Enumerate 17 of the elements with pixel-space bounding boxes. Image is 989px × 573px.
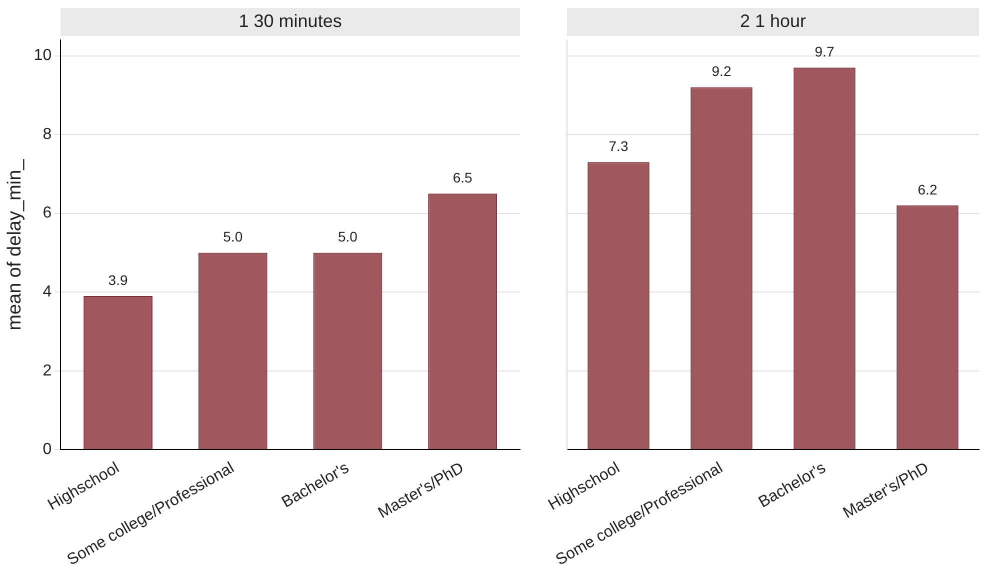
data-label: 9.2 [712, 63, 732, 80]
y-tick-label: 0 [42, 441, 52, 458]
data-label: 5.0 [338, 228, 358, 245]
chart-title: 1 30 minutes [238, 10, 342, 31]
chart-title: 2 1 hour [740, 10, 806, 31]
y-tick-label: 4 [42, 284, 52, 300]
y-tick-label: 6 [42, 204, 52, 222]
data-label: 9.7 [814, 43, 834, 60]
data-label: 5.0 [223, 228, 243, 245]
y-tick-label: 2 [42, 362, 52, 380]
y-axis-title: mean of delay_min_ [4, 158, 26, 330]
data-label: 6.2 [918, 181, 938, 198]
data-label: 6.5 [452, 169, 473, 186]
data-label: 7.3 [608, 138, 628, 154]
data-label: 3.9 [108, 272, 128, 288]
y-tick-label: 8 [42, 126, 52, 143]
y-tick-label: 10 [34, 47, 52, 64]
